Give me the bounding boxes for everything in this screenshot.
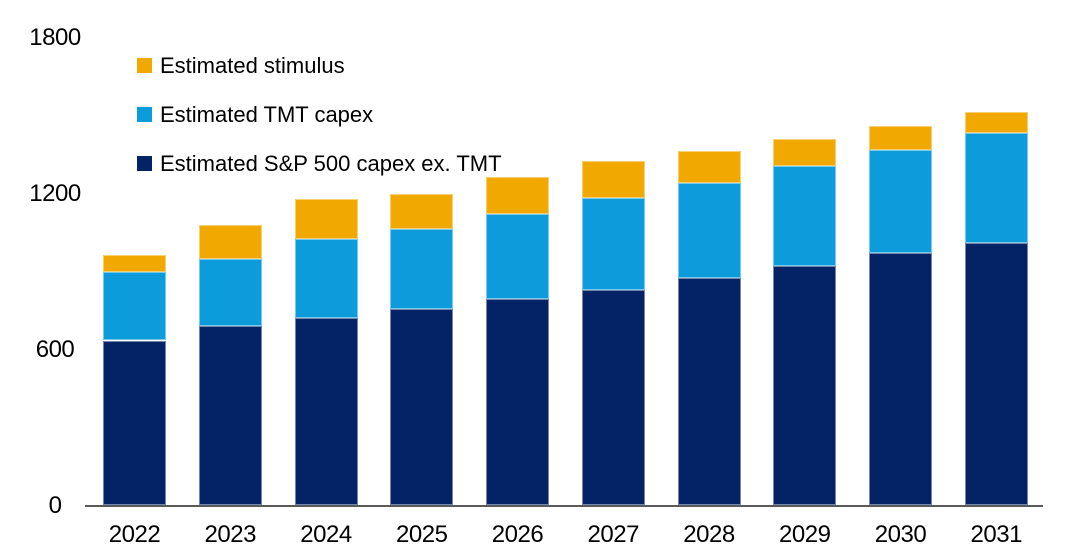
y-tick-label: 600 [35, 335, 75, 363]
legend-swatch-icon [137, 107, 152, 122]
bar-segment [869, 149, 932, 254]
bar-segment [103, 271, 166, 341]
bar-segment [581, 161, 645, 198]
x-tick-label: 2031 [970, 521, 1023, 548]
legend-item: Estimated stimulus [137, 54, 502, 77]
x-tick-label: 2023 [204, 521, 257, 548]
legend-item: Estimated S&P 500 capex ex. TMT [137, 152, 502, 175]
bar-segment [294, 198, 358, 240]
bar-segment [390, 193, 454, 229]
bar-segment [390, 309, 454, 506]
x-tick-label: 2026 [491, 521, 544, 548]
legend-item: Estimated TMT capex [137, 103, 502, 126]
bar-segment [294, 239, 358, 319]
bar-segment [869, 253, 932, 506]
bar-segment [486, 176, 549, 215]
x-tick-label: 2024 [300, 521, 352, 548]
bar-segment [486, 214, 549, 299]
x-tick-label: 2030 [874, 521, 927, 548]
bar-segment [581, 197, 645, 290]
bar-segment [773, 139, 837, 167]
legend-swatch-icon [137, 58, 152, 73]
y-tick-label: 1200 [29, 179, 81, 207]
legend-label: Estimated S&P 500 capex ex. TMT [160, 151, 502, 176]
bar-segment [198, 224, 262, 259]
bar-segment [486, 298, 549, 506]
bar-segment [294, 318, 358, 506]
bar-segment [198, 258, 262, 327]
bar-segment [198, 326, 262, 506]
legend-swatch-icon [137, 156, 152, 171]
legend-label: Estimated TMT capex [160, 102, 374, 127]
bar-segment [773, 166, 837, 267]
y-tick-label: 1800 [29, 23, 81, 51]
y-tick-label: 0 [48, 491, 62, 519]
x-tick-label: 2029 [779, 521, 831, 548]
bar-segment [677, 183, 741, 279]
x-tick-label: 2022 [108, 521, 161, 548]
bar-segment [677, 150, 741, 184]
bar-segment [964, 132, 1028, 244]
x-tick-label: 2028 [683, 521, 735, 548]
bar-segment [581, 289, 645, 506]
bar-segment [390, 228, 454, 310]
x-tick-label: 2027 [587, 521, 640, 548]
legend: Estimated stimulus Estimated TMT capex Est… [137, 54, 502, 201]
bar-segment [773, 266, 837, 506]
bar-segment [869, 126, 932, 150]
bar-segment [103, 254, 166, 272]
x-tick-label: 2025 [396, 521, 448, 548]
x-axis-line [85, 504, 1043, 507]
bar-segment [964, 111, 1028, 133]
bar-segment [677, 278, 741, 506]
bar-segment [964, 243, 1028, 506]
legend-label: Estimated stimulus [160, 53, 345, 78]
bar-segment [103, 340, 166, 506]
